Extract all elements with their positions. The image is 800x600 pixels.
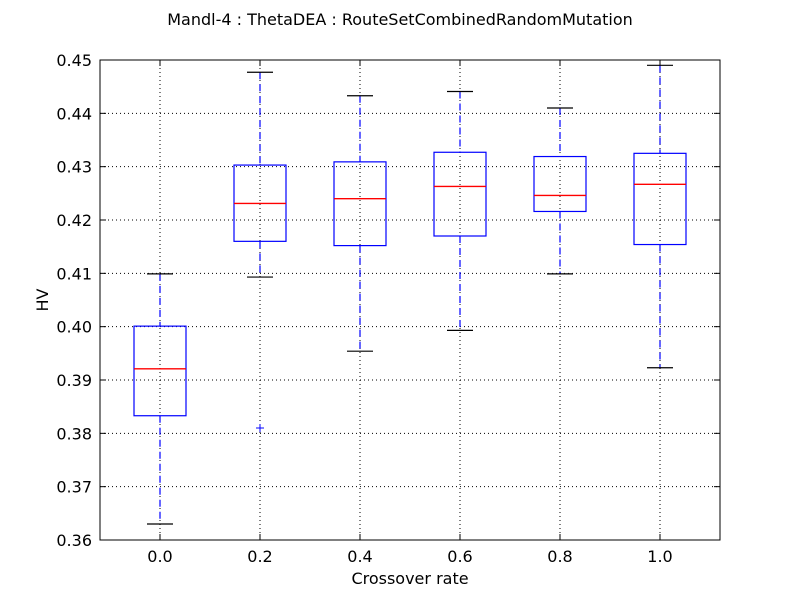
box-group [133,273,187,525]
boxes [133,64,687,525]
iqr-box [433,151,487,237]
x-tick-label: 0.0 [147,547,172,566]
x-tick-label: 0.2 [247,547,272,566]
tick-labels: 0.36 0.37 0.38 0.39 0.40 0.41 0.42 0.43 0.44 0.45… [56,51,672,566]
x-tick-label: 0.8 [547,547,572,566]
y-tick-label: 0.38 [56,424,92,443]
chart-title: Mandl-4 : ThetaDEA : RouteSetCombinedRan… [167,10,633,29]
y-tick-label: 0.43 [56,158,92,177]
iqr-box [533,155,587,213]
y-tick-label: 0.42 [56,211,92,230]
y-tick-label: 0.36 [56,531,92,550]
y-tick-label: 0.37 [56,478,92,497]
box-group [433,90,487,331]
plot-frame [99,59,721,541]
x-tick-label: 0.4 [347,547,372,566]
y-tick-label: 0.41 [56,264,92,283]
x-tick-label: 0.6 [447,547,472,566]
axis-ticks [100,59,720,541]
y-tick-label: 0.45 [56,51,92,70]
y-axis-label: HV [33,288,52,311]
box-group [533,107,587,275]
y-tick-label: 0.40 [56,318,92,337]
iqr-box [133,325,187,417]
box-group [233,71,287,432]
iqr-box [333,161,387,247]
grid-lines [100,60,720,540]
x-axis-label: Crossover rate [351,569,468,588]
y-tick-label: 0.44 [56,104,92,123]
box-group [333,95,387,352]
iqr-box [633,152,687,246]
box-group [633,64,687,369]
y-tick-label: 0.39 [56,371,92,390]
x-tick-label: 1.0 [647,547,672,566]
